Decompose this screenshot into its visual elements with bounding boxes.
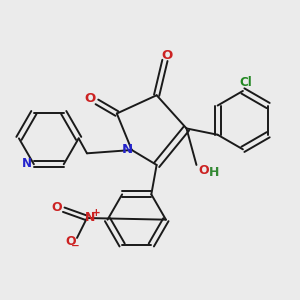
Text: −: − — [71, 241, 80, 251]
Text: H: H — [208, 166, 219, 179]
Text: N: N — [85, 211, 95, 224]
Text: N: N — [22, 157, 32, 170]
Text: O: O — [65, 235, 76, 248]
Text: O: O — [161, 49, 172, 62]
Text: N: N — [122, 142, 133, 155]
Text: Cl: Cl — [239, 76, 252, 89]
Text: O: O — [198, 164, 209, 177]
Text: O: O — [84, 92, 95, 105]
Text: +: + — [92, 208, 100, 218]
Text: O: O — [51, 201, 62, 214]
